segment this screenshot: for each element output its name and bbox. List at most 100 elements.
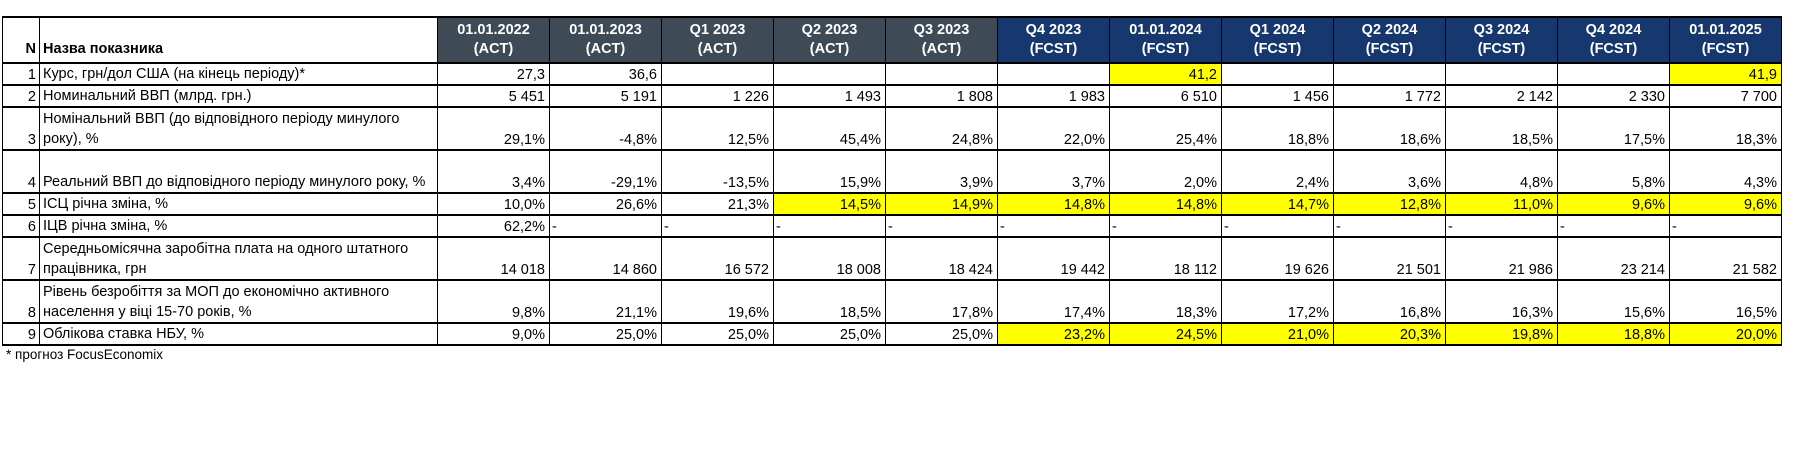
column-header-01-01-2025[interactable]: 01.01.2025 (FCST) xyxy=(1669,16,1782,64)
value-cell-r8-01-01-2023[interactable]: 21,1% xyxy=(549,279,662,324)
value-cell-r2-q3-2023[interactable]: 1 808 xyxy=(885,84,998,108)
value-cell-r4-q2-2023[interactable]: 15,9% xyxy=(773,149,886,194)
value-cell-r1-q2-2024[interactable] xyxy=(1333,62,1446,86)
value-cell-r5-q4-2023[interactable]: 14,8% xyxy=(997,192,1110,216)
value-cell-r7-01-01-2022[interactable]: 14 018 xyxy=(437,236,550,281)
row-number-cell[interactable]: 5 xyxy=(2,192,40,216)
row-number-cell[interactable]: 3 xyxy=(2,106,40,151)
column-header-q4-2024[interactable]: Q4 2024 (FCST) xyxy=(1557,16,1670,64)
value-cell-r2-q2-2024[interactable]: 1 772 xyxy=(1333,84,1446,108)
value-cell-r5-q3-2024[interactable]: 11,0% xyxy=(1445,192,1558,216)
value-cell-r8-q3-2023[interactable]: 17,8% xyxy=(885,279,998,324)
value-cell-r2-q4-2024[interactable]: 2 330 xyxy=(1557,84,1670,108)
value-cell-r7-q3-2024[interactable]: 21 986 xyxy=(1445,236,1558,281)
column-header-q2-2024[interactable]: Q2 2024 (FCST) xyxy=(1333,16,1446,64)
value-cell-r4-q2-2024[interactable]: 3,6% xyxy=(1333,149,1446,194)
value-cell-r3-01-01-2025[interactable]: 18,3% xyxy=(1669,106,1782,151)
value-cell-r6-q1-2024[interactable]: - xyxy=(1221,214,1334,238)
value-cell-r4-q3-2024[interactable]: 4,8% xyxy=(1445,149,1558,194)
column-header-q3-2023[interactable]: Q3 2023 (ACT) xyxy=(885,16,998,64)
value-cell-r6-q3-2023[interactable]: - xyxy=(885,214,998,238)
value-cell-r7-q4-2024[interactable]: 23 214 xyxy=(1557,236,1670,281)
column-header-01-01-2024[interactable]: 01.01.2024 (FCST) xyxy=(1109,16,1222,64)
value-cell-r9-q4-2024[interactable]: 18,8% xyxy=(1557,322,1670,346)
value-cell-r8-01-01-2024[interactable]: 18,3% xyxy=(1109,279,1222,324)
value-cell-r5-01-01-2025[interactable]: 9,6% xyxy=(1669,192,1782,216)
value-cell-r6-q3-2024[interactable]: - xyxy=(1445,214,1558,238)
value-cell-r9-01-01-2024[interactable]: 24,5% xyxy=(1109,322,1222,346)
value-cell-r7-q2-2024[interactable]: 21 501 xyxy=(1333,236,1446,281)
value-cell-r6-q2-2023[interactable]: - xyxy=(773,214,886,238)
value-cell-r1-q2-2023[interactable] xyxy=(773,62,886,86)
value-cell-r9-q3-2023[interactable]: 25,0% xyxy=(885,322,998,346)
value-cell-r4-q1-2023[interactable]: -13,5% xyxy=(661,149,774,194)
value-cell-r3-q4-2024[interactable]: 17,5% xyxy=(1557,106,1670,151)
value-cell-r9-q4-2023[interactable]: 23,2% xyxy=(997,322,1110,346)
value-cell-r1-01-01-2023[interactable]: 36,6 xyxy=(549,62,662,86)
row-label-cell[interactable]: Облікова ставка НБУ, % xyxy=(39,322,438,346)
column-header-q4-2023[interactable]: Q4 2023 (FCST) xyxy=(997,16,1110,64)
row-label-cell[interactable]: Реальний ВВП до відповідного періоду мин… xyxy=(39,149,438,194)
corner-name-header[interactable]: Назва показника xyxy=(39,16,438,64)
value-cell-r2-01-01-2022[interactable]: 5 451 xyxy=(437,84,550,108)
value-cell-r1-q4-2024[interactable] xyxy=(1557,62,1670,86)
value-cell-r9-q1-2023[interactable]: 25,0% xyxy=(661,322,774,346)
value-cell-r8-q4-2023[interactable]: 17,4% xyxy=(997,279,1110,324)
value-cell-r4-01-01-2023[interactable]: -29,1% xyxy=(549,149,662,194)
value-cell-r6-q1-2023[interactable]: - xyxy=(661,214,774,238)
value-cell-r1-q1-2023[interactable] xyxy=(661,62,774,86)
row-label-cell[interactable]: Середньомісячна заробітна плата на одног… xyxy=(39,236,438,281)
value-cell-r8-01-01-2025[interactable]: 16,5% xyxy=(1669,279,1782,324)
value-cell-r6-01-01-2023[interactable]: - xyxy=(549,214,662,238)
value-cell-r3-q2-2023[interactable]: 45,4% xyxy=(773,106,886,151)
value-cell-r1-01-01-2024[interactable]: 41,2 xyxy=(1109,62,1222,86)
value-cell-r5-01-01-2023[interactable]: 26,6% xyxy=(549,192,662,216)
value-cell-r5-q1-2024[interactable]: 14,7% xyxy=(1221,192,1334,216)
value-cell-r2-q1-2023[interactable]: 1 226 xyxy=(661,84,774,108)
value-cell-r9-01-01-2025[interactable]: 20,0% xyxy=(1669,322,1782,346)
row-number-cell[interactable]: 1 xyxy=(2,62,40,86)
value-cell-r5-q3-2023[interactable]: 14,9% xyxy=(885,192,998,216)
value-cell-r8-q2-2024[interactable]: 16,8% xyxy=(1333,279,1446,324)
value-cell-r7-01-01-2024[interactable]: 18 112 xyxy=(1109,236,1222,281)
value-cell-r2-q2-2023[interactable]: 1 493 xyxy=(773,84,886,108)
row-label-cell[interactable]: Номинальний ВВП (млрд. грн.) xyxy=(39,84,438,108)
value-cell-r6-q4-2024[interactable]: - xyxy=(1557,214,1670,238)
value-cell-r7-q2-2023[interactable]: 18 008 xyxy=(773,236,886,281)
row-number-cell[interactable]: 6 xyxy=(2,214,40,238)
value-cell-r5-01-01-2022[interactable]: 10,0% xyxy=(437,192,550,216)
value-cell-r3-01-01-2022[interactable]: 29,1% xyxy=(437,106,550,151)
value-cell-r7-q3-2023[interactable]: 18 424 xyxy=(885,236,998,281)
row-number-cell[interactable]: 8 xyxy=(2,279,40,324)
value-cell-r3-q1-2023[interactable]: 12,5% xyxy=(661,106,774,151)
value-cell-r7-q4-2023[interactable]: 19 442 xyxy=(997,236,1110,281)
value-cell-r5-01-01-2024[interactable]: 14,8% xyxy=(1109,192,1222,216)
value-cell-r8-q3-2024[interactable]: 16,3% xyxy=(1445,279,1558,324)
value-cell-r2-01-01-2024[interactable]: 6 510 xyxy=(1109,84,1222,108)
column-header-q1-2023[interactable]: Q1 2023 (ACT) xyxy=(661,16,774,64)
row-label-cell[interactable]: Курс, грн/дол США (на кінець періоду)* xyxy=(39,62,438,86)
row-label-cell[interactable]: ІЦВ річна зміна, % xyxy=(39,214,438,238)
value-cell-r4-01-01-2022[interactable]: 3,4% xyxy=(437,149,550,194)
value-cell-r7-01-01-2025[interactable]: 21 582 xyxy=(1669,236,1782,281)
value-cell-r9-q3-2024[interactable]: 19,8% xyxy=(1445,322,1558,346)
value-cell-r1-q3-2024[interactable] xyxy=(1445,62,1558,86)
value-cell-r1-01-01-2025[interactable]: 41,9 xyxy=(1669,62,1782,86)
value-cell-r6-q2-2024[interactable]: - xyxy=(1333,214,1446,238)
value-cell-r2-01-01-2025[interactable]: 7 700 xyxy=(1669,84,1782,108)
value-cell-r5-q4-2024[interactable]: 9,6% xyxy=(1557,192,1670,216)
value-cell-r1-q4-2023[interactable] xyxy=(997,62,1110,86)
value-cell-r8-q2-2023[interactable]: 18,5% xyxy=(773,279,886,324)
value-cell-r5-q1-2023[interactable]: 21,3% xyxy=(661,192,774,216)
row-label-cell[interactable]: Номінальний ВВП (до відповідного періоду… xyxy=(39,106,438,151)
value-cell-r7-q1-2024[interactable]: 19 626 xyxy=(1221,236,1334,281)
value-cell-r5-q2-2023[interactable]: 14,5% xyxy=(773,192,886,216)
value-cell-r8-q1-2024[interactable]: 17,2% xyxy=(1221,279,1334,324)
value-cell-r3-q1-2024[interactable]: 18,8% xyxy=(1221,106,1334,151)
value-cell-r6-q4-2023[interactable]: - xyxy=(997,214,1110,238)
value-cell-r3-q2-2024[interactable]: 18,6% xyxy=(1333,106,1446,151)
value-cell-r3-q3-2023[interactable]: 24,8% xyxy=(885,106,998,151)
value-cell-r4-q3-2023[interactable]: 3,9% xyxy=(885,149,998,194)
value-cell-r9-q2-2023[interactable]: 25,0% xyxy=(773,322,886,346)
value-cell-r2-01-01-2023[interactable]: 5 191 xyxy=(549,84,662,108)
